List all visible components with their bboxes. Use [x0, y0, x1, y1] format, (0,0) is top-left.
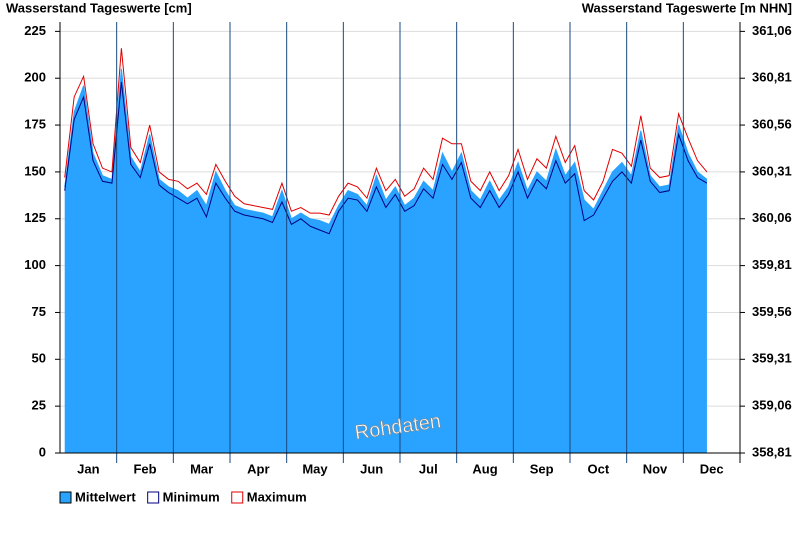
legend-label: Minimum [163, 489, 220, 504]
y2-tick-label: 358,81 [752, 444, 792, 459]
x-tick-label: May [302, 461, 328, 476]
y2-tick-label: 359,81 [752, 257, 792, 272]
y2-title: Wasserstand Tageswerte [m NHN] [582, 0, 792, 15]
x-tick-label: Mar [190, 461, 213, 476]
x-tick-label: Sep [530, 461, 554, 476]
legend-label: Maximum [247, 489, 307, 504]
x-tick-label: Oct [587, 461, 609, 476]
y2-tick-label: 359,56 [752, 304, 792, 319]
y2-tick-label: 359,06 [752, 398, 792, 413]
line [64, 81, 708, 235]
y-tick-label: 25 [32, 398, 46, 413]
chart-title: Wasserstand Tageswerte [cm] [6, 0, 192, 15]
y2-tick-label: 360,31 [752, 163, 792, 178]
legend-label: Mittelwert [75, 489, 136, 504]
legend-swatch [59, 491, 72, 504]
y-tick-label: 100 [24, 257, 46, 272]
legend-swatch [147, 491, 160, 504]
y-tick-label: 225 [24, 23, 46, 38]
y2-tick-label: 361,06 [752, 23, 792, 38]
x-tick-label: Nov [643, 461, 668, 476]
y2-tick-label: 360,81 [752, 70, 792, 85]
x-tick-label: Jul [419, 461, 438, 476]
x-tick-label: Jan [77, 461, 99, 476]
x-tick-label: Aug [472, 461, 497, 476]
line [64, 68, 708, 226]
x-tick-label: Apr [247, 461, 269, 476]
y-tick-label: 200 [24, 70, 46, 85]
area [64, 68, 707, 453]
y-tick-label: 50 [32, 351, 46, 366]
y-tick-label: 75 [32, 304, 46, 319]
x-tick-label: Dec [700, 461, 724, 476]
y-tick-label: 125 [24, 210, 46, 225]
y-tick-label: 150 [24, 163, 46, 178]
y2-tick-label: 360,56 [752, 117, 792, 132]
legend-swatch [231, 491, 244, 504]
y-tick-label: 0 [39, 444, 46, 459]
line [64, 48, 708, 216]
x-tick-label: Jun [360, 461, 383, 476]
y2-tick-label: 360,06 [752, 210, 792, 225]
y2-tick-label: 359,31 [752, 351, 792, 366]
x-tick-label: Feb [133, 461, 156, 476]
y-tick-label: 175 [24, 117, 46, 132]
